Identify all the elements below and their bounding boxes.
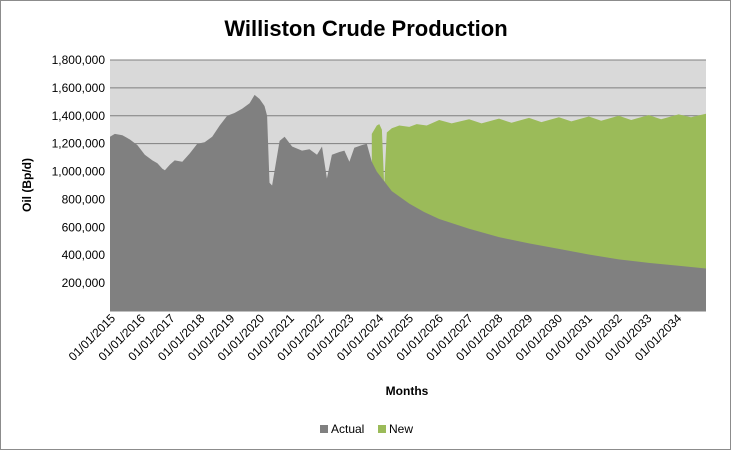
y-tick-label: 1,600,000 — [52, 81, 106, 95]
y-tick-label: 1,000,000 — [52, 165, 106, 179]
y-tick-label: 200,000 — [62, 276, 106, 290]
series-area-actual — [110, 94, 706, 312]
legend-swatch-actual — [320, 425, 328, 433]
y-tick-label: 600,000 — [62, 220, 106, 234]
y-tick-label: 800,000 — [62, 192, 106, 206]
y-tick-label: 400,000 — [62, 248, 106, 262]
y-tick-label: 1,200,000 — [52, 137, 106, 151]
y-tick-label: 1,800,000 — [52, 53, 106, 67]
legend-swatch-new — [378, 425, 386, 433]
chart-title: Williston Crude Production — [224, 16, 507, 41]
y-tick-label: 1,400,000 — [52, 109, 106, 123]
y-axis-title: Oil (Bp/d) — [20, 158, 34, 212]
y-tick-labels: 200,000 400,000 600,000 800,000 1,000,000 1,2… — [52, 53, 106, 290]
x-tick-labels: 01/01/201501/01/201601/01/201701/01/2018… — [66, 311, 685, 364]
x-axis-title: Months — [386, 384, 429, 398]
legend-label-actual: Actual — [331, 422, 364, 436]
legend-label-new: New — [389, 422, 413, 436]
series-areas — [110, 94, 706, 312]
legend: Actual New — [320, 422, 413, 436]
